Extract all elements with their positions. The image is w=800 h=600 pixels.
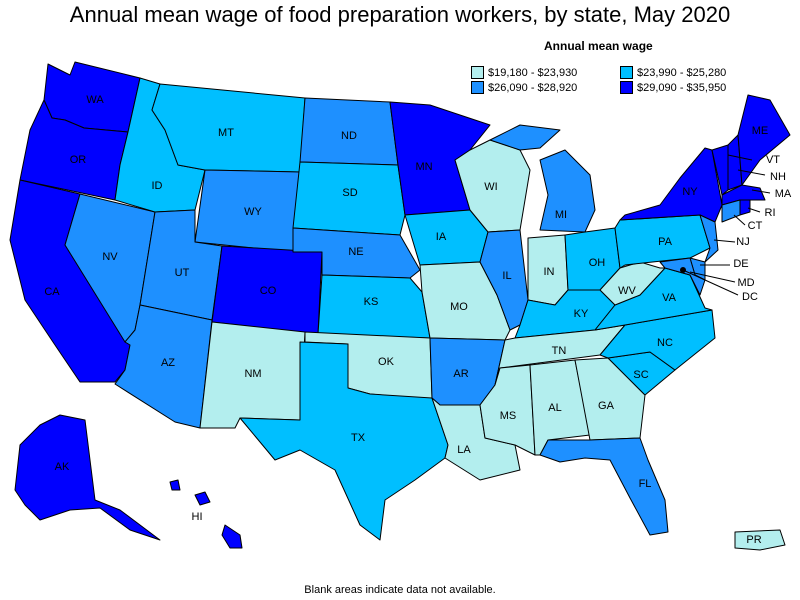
label-ca: CA — [44, 286, 60, 298]
label-or: OR — [70, 154, 87, 166]
label-nh: NH — [770, 171, 786, 183]
label-tn: TN — [552, 345, 567, 357]
state-il[interactable] — [479, 229, 529, 331]
label-ms: MS — [500, 410, 517, 422]
label-me: ME — [752, 125, 769, 137]
label-ri: RI — [765, 207, 776, 219]
label-id: ID — [152, 180, 163, 192]
state-sd[interactable] — [292, 161, 406, 236]
state-hi-islands[interactable] — [169, 479, 181, 491]
label-ny: NY — [682, 186, 698, 198]
state-ny[interactable] — [619, 147, 723, 223]
legend-label-3: $26,090 - $28,920 — [488, 81, 578, 94]
legend-swatch-1 — [471, 66, 484, 79]
state-tx[interactable] — [239, 341, 449, 541]
label-ma: MA — [775, 188, 792, 200]
label-az: AZ — [161, 357, 175, 369]
label-tx: TX — [351, 432, 366, 444]
state-mi[interactable] — [539, 149, 596, 233]
state-wv[interactable] — [599, 261, 666, 306]
legend-label-1: $19,180 - $23,930 — [488, 66, 578, 79]
label-ut: UT — [175, 267, 190, 279]
legend-swatch-3 — [471, 81, 484, 94]
leader-ri — [747, 207, 761, 213]
label-oh: OH — [589, 257, 606, 269]
label-ok: OK — [378, 356, 395, 368]
legend-item-2: $23,990 - $25,280 — [620, 66, 726, 79]
label-pr: PR — [746, 534, 761, 546]
label-mt: MT — [218, 127, 234, 139]
legend-item-3: $26,090 - $28,920 — [471, 81, 577, 94]
legend-label-4: $29,090 - $35,950 — [637, 81, 727, 94]
label-dc: DC — [742, 291, 758, 303]
state-pr[interactable] — [734, 529, 786, 551]
label-nd: ND — [341, 130, 357, 142]
label-wv: WV — [618, 285, 636, 297]
leader-nh — [737, 169, 766, 176]
label-ga: GA — [598, 400, 615, 412]
label-ak: AK — [55, 461, 70, 473]
legend-title: Annual mean wage — [544, 39, 653, 53]
label-fl: FL — [639, 478, 652, 490]
legend-swatch-4 — [620, 81, 633, 94]
state-ri[interactable] — [739, 199, 751, 216]
label-ar: AR — [453, 368, 468, 380]
leader-md — [689, 271, 736, 283]
label-la: LA — [457, 444, 471, 456]
label-hi: HI — [192, 511, 203, 523]
label-md: MD — [737, 277, 754, 289]
label-ks: KS — [364, 296, 379, 308]
label-mo: MO — [450, 301, 468, 313]
leader-ct — [733, 214, 746, 226]
label-va: VA — [662, 292, 677, 304]
leader-dc — [682, 269, 739, 296]
label-wi: WI — [484, 181, 497, 193]
label-de: DE — [733, 258, 748, 270]
state-ia[interactable] — [404, 209, 489, 266]
label-co: CO — [260, 285, 277, 297]
state-la[interactable] — [431, 397, 521, 481]
label-wy: WY — [244, 206, 262, 218]
label-in: IN — [544, 266, 555, 278]
state-wi[interactable] — [454, 139, 531, 233]
label-ct: CT — [748, 220, 763, 232]
leader-ma — [751, 189, 771, 194]
legend-item-1: $19,180 - $23,930 — [471, 66, 577, 79]
label-nv: NV — [102, 251, 118, 263]
map-title: Annual mean wage of food preparation wor… — [69, 2, 731, 27]
leader-nj — [713, 239, 736, 243]
state-hi-islands-2[interactable] — [194, 491, 211, 506]
state-ak[interactable] — [14, 414, 161, 541]
label-pa: PA — [658, 236, 673, 248]
label-mn: MN — [415, 161, 432, 173]
label-mi: MI — [555, 209, 567, 221]
label-sc: SC — [633, 369, 648, 381]
state-nj[interactable] — [699, 214, 719, 263]
label-nc: NC — [657, 337, 673, 349]
legend-label-2: $23,990 - $25,280 — [637, 66, 727, 79]
label-al: AL — [548, 402, 561, 414]
footnote: Blank areas indicate data not available. — [304, 584, 496, 596]
label-vt: VT — [766, 154, 780, 166]
state-mi-upper[interactable] — [489, 124, 561, 151]
label-nm: NM — [244, 368, 261, 380]
state-md[interactable] — [659, 257, 706, 296]
label-sd: SD — [342, 187, 357, 199]
label-ia: IA — [436, 231, 447, 243]
label-nj: NJ — [736, 236, 749, 248]
leader-vt — [727, 154, 753, 161]
state-ga[interactable] — [574, 357, 646, 441]
legend-item-4: $29,090 - $35,950 — [620, 81, 726, 94]
label-ky: KY — [574, 308, 589, 320]
label-wa: WA — [86, 94, 104, 106]
state-fl[interactable] — [539, 437, 669, 536]
legend-swatch-2 — [620, 66, 633, 79]
label-ne: NE — [348, 246, 363, 258]
label-il: IL — [502, 270, 511, 282]
state-hi[interactable] — [221, 524, 243, 549]
